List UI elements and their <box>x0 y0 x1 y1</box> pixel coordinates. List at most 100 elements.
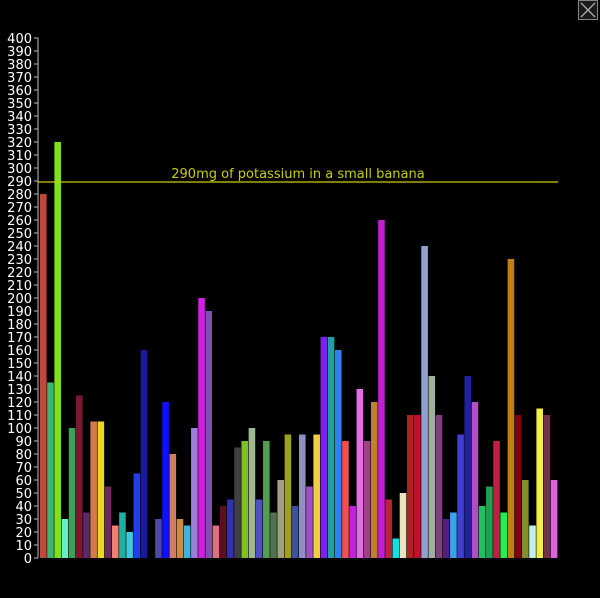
bar <box>493 441 500 558</box>
y-tick-label: 170 <box>7 331 32 346</box>
bar <box>478 506 486 558</box>
bar <box>263 441 270 558</box>
y-tick-label: 70 <box>15 461 32 476</box>
bar <box>40 194 47 558</box>
bar <box>277 480 285 558</box>
y-tick-label: 120 <box>7 396 32 411</box>
bar <box>464 376 472 558</box>
bar <box>191 428 198 558</box>
bar <box>306 486 313 558</box>
y-axis: 0102030405060708090100110120130140150160… <box>7 32 39 567</box>
bar <box>486 486 493 558</box>
banana-reference-label: 290mg of potassium in a small banana <box>171 167 424 182</box>
y-tick-label: 190 <box>7 305 32 320</box>
y-tick-label: 350 <box>7 97 32 112</box>
bar <box>241 441 249 558</box>
bar <box>471 402 479 558</box>
bar <box>363 441 371 558</box>
y-tick-label: 10 <box>15 539 32 554</box>
close-icon <box>580 2 596 18</box>
bar <box>183 525 191 558</box>
y-tick-label: 50 <box>15 487 32 502</box>
bar <box>162 402 169 558</box>
bar <box>90 421 97 558</box>
bar <box>392 538 400 558</box>
y-tick-label: 80 <box>15 448 32 463</box>
bar <box>406 415 414 558</box>
bar <box>457 434 464 558</box>
y-tick-label: 180 <box>7 318 32 333</box>
y-tick-label: 280 <box>7 188 32 203</box>
bar <box>155 519 162 558</box>
bar <box>536 408 544 558</box>
bar <box>54 142 61 558</box>
bar <box>349 506 356 558</box>
y-tick-label: 210 <box>7 279 32 294</box>
bar <box>507 259 515 558</box>
y-tick-label: 20 <box>15 526 32 541</box>
y-tick-label: 90 <box>15 435 32 450</box>
bar <box>370 402 378 558</box>
bar <box>248 428 256 558</box>
y-tick-label: 270 <box>7 201 32 216</box>
bar <box>320 337 328 558</box>
bar <box>342 441 349 558</box>
bar <box>234 447 241 558</box>
bar <box>75 395 83 558</box>
bar <box>227 499 234 558</box>
y-tick-label: 30 <box>15 513 32 528</box>
y-tick-label: 160 <box>7 344 32 359</box>
y-tick-label: 310 <box>7 149 32 164</box>
bar <box>133 473 141 558</box>
bar <box>219 506 227 558</box>
bar <box>514 415 522 558</box>
bar <box>414 415 421 558</box>
bar <box>522 480 529 558</box>
bar <box>119 512 126 558</box>
bars <box>40 142 558 558</box>
bar <box>284 434 292 558</box>
y-tick-label: 320 <box>7 136 32 151</box>
y-tick-label: 300 <box>7 162 32 177</box>
bar <box>111 525 119 558</box>
bar <box>428 376 436 558</box>
bar <box>140 350 148 558</box>
bar <box>529 525 536 558</box>
bar <box>378 220 385 558</box>
y-tick-label: 0 <box>24 552 32 567</box>
y-tick-label: 380 <box>7 58 32 73</box>
y-tick-label: 40 <box>15 500 32 515</box>
y-tick-label: 290 <box>7 175 32 190</box>
bar <box>270 512 277 558</box>
bar <box>205 311 213 558</box>
y-tick-label: 220 <box>7 266 32 281</box>
y-tick-label: 100 <box>7 422 32 437</box>
bar <box>399 493 407 558</box>
bar <box>68 428 76 558</box>
bar <box>435 415 443 558</box>
bar <box>83 512 90 558</box>
close-button[interactable] <box>578 0 598 20</box>
bar <box>500 512 508 558</box>
y-tick-label: 110 <box>7 409 32 424</box>
bar <box>450 512 457 558</box>
y-tick-label: 240 <box>7 240 32 255</box>
bar <box>198 298 205 558</box>
y-tick-label: 60 <box>15 474 32 489</box>
y-tick-label: 360 <box>7 84 32 99</box>
y-tick-label: 130 <box>7 383 32 398</box>
bar <box>550 480 558 558</box>
y-tick-label: 400 <box>7 32 32 47</box>
bar <box>176 519 184 558</box>
reference-line-group: 290mg of potassium in a small banana <box>38 167 558 183</box>
bar <box>291 506 299 558</box>
bar <box>126 532 133 558</box>
bar <box>356 389 364 558</box>
bar <box>543 415 551 558</box>
bar <box>212 525 220 558</box>
y-tick-label: 390 <box>7 45 32 60</box>
bar <box>97 421 105 558</box>
y-tick-label: 150 <box>7 357 32 372</box>
bar <box>385 499 392 558</box>
